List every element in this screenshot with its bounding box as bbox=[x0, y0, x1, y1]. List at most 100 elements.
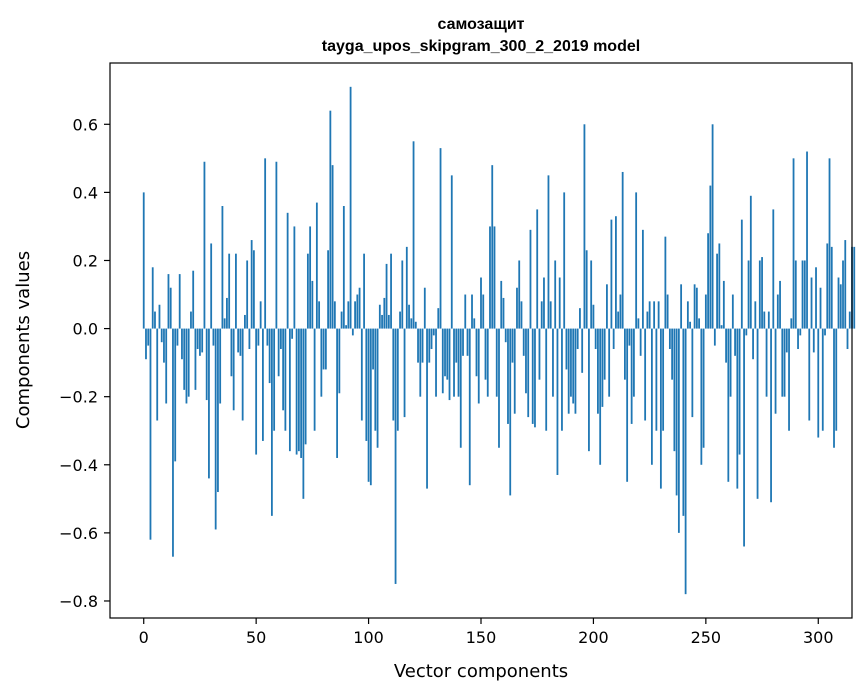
bar-186 bbox=[561, 328, 563, 431]
y-tick-label: 0.4 bbox=[73, 183, 98, 202]
bar-139 bbox=[455, 328, 458, 363]
bar-24 bbox=[196, 328, 199, 350]
bar-36 bbox=[223, 318, 226, 329]
bar-102 bbox=[372, 328, 374, 370]
bar-123 bbox=[419, 328, 422, 397]
y-tick-label: 0.2 bbox=[73, 251, 98, 270]
bar-202 bbox=[597, 328, 599, 414]
bar-250 bbox=[704, 294, 707, 329]
bar-145 bbox=[468, 328, 471, 486]
bar-48 bbox=[250, 240, 253, 329]
bar-290 bbox=[794, 260, 797, 329]
bar-310 bbox=[839, 284, 842, 329]
bar-150 bbox=[480, 277, 482, 329]
bar-138 bbox=[453, 328, 455, 397]
bar-137 bbox=[450, 175, 453, 329]
bar-116 bbox=[403, 328, 406, 418]
bar-149 bbox=[477, 328, 480, 404]
bar-211 bbox=[617, 311, 620, 329]
bar-257 bbox=[720, 325, 723, 329]
x-tick-label: 50 bbox=[246, 628, 266, 647]
bar-177 bbox=[540, 301, 543, 329]
bar-40 bbox=[232, 328, 235, 411]
bar-213 bbox=[621, 171, 624, 329]
bar-19 bbox=[185, 328, 188, 404]
bar-95 bbox=[356, 294, 359, 329]
bar-223 bbox=[644, 328, 647, 421]
bar-210 bbox=[615, 216, 617, 329]
bar-96 bbox=[358, 287, 361, 329]
bar-166 bbox=[516, 287, 518, 329]
bar-261 bbox=[729, 328, 732, 397]
bar-21 bbox=[190, 311, 192, 329]
x-tick-label: 250 bbox=[691, 628, 722, 647]
bar-66 bbox=[291, 328, 294, 339]
bar-246 bbox=[695, 287, 698, 329]
bar-75 bbox=[311, 280, 314, 329]
bar-171 bbox=[527, 328, 530, 418]
bar-100 bbox=[367, 328, 370, 482]
bar-309 bbox=[837, 277, 840, 329]
bar-125 bbox=[423, 287, 426, 329]
bar-175 bbox=[536, 209, 539, 329]
bar-190 bbox=[570, 328, 572, 397]
bar-165 bbox=[513, 328, 516, 414]
bar-263 bbox=[734, 328, 736, 356]
bar-259 bbox=[725, 328, 727, 363]
bar-82 bbox=[327, 250, 329, 329]
bar-93 bbox=[351, 328, 354, 336]
bar-304 bbox=[826, 243, 829, 329]
bar-254 bbox=[713, 328, 716, 346]
bar-98 bbox=[363, 253, 365, 329]
bar-307 bbox=[833, 328, 835, 448]
bar-78 bbox=[318, 301, 321, 329]
bar-208 bbox=[610, 219, 613, 329]
bar-108 bbox=[385, 263, 388, 329]
bar-49 bbox=[253, 250, 255, 329]
bar-3 bbox=[149, 328, 152, 540]
bar-117 bbox=[405, 246, 408, 329]
bar-244 bbox=[691, 328, 694, 418]
bar-53 bbox=[262, 328, 264, 441]
bar-277 bbox=[765, 328, 768, 397]
bar-15 bbox=[176, 328, 179, 346]
bar-146 bbox=[471, 294, 473, 329]
bar-13 bbox=[172, 328, 174, 557]
bar-160 bbox=[502, 297, 505, 329]
bar-286 bbox=[785, 328, 788, 353]
bar-63 bbox=[284, 328, 287, 431]
bar-133 bbox=[441, 328, 444, 394]
bar-255 bbox=[716, 253, 718, 329]
bar-217 bbox=[630, 328, 633, 424]
bar-311 bbox=[842, 260, 844, 329]
bar-152 bbox=[484, 328, 487, 380]
bar-134 bbox=[444, 328, 446, 377]
bar-64 bbox=[286, 212, 289, 329]
bar-293 bbox=[801, 260, 804, 329]
bar-148 bbox=[475, 328, 478, 377]
bar-31 bbox=[212, 328, 215, 346]
bar-9 bbox=[163, 328, 165, 363]
bar-69 bbox=[297, 328, 300, 452]
bar-74 bbox=[309, 226, 312, 329]
bar-306 bbox=[830, 246, 833, 329]
bar-71 bbox=[302, 328, 305, 499]
bar-12 bbox=[169, 287, 172, 329]
bar-157 bbox=[495, 328, 498, 397]
bar-275 bbox=[761, 257, 763, 329]
bar-115 bbox=[401, 260, 404, 329]
bar-113 bbox=[396, 328, 399, 431]
bar-153 bbox=[486, 328, 489, 397]
bar-183 bbox=[554, 260, 557, 329]
bar-302 bbox=[821, 328, 824, 431]
bar-101 bbox=[369, 328, 372, 486]
bar-2 bbox=[147, 328, 150, 346]
bar-84 bbox=[331, 165, 334, 329]
bar-169 bbox=[522, 328, 525, 356]
bar-206 bbox=[606, 284, 608, 329]
bar-245 bbox=[693, 284, 696, 329]
chart-title-line2: tayga_upos_skipgram_300_2_2019 model bbox=[322, 38, 640, 55]
bar-73 bbox=[306, 253, 309, 329]
bar-235 bbox=[671, 328, 674, 380]
